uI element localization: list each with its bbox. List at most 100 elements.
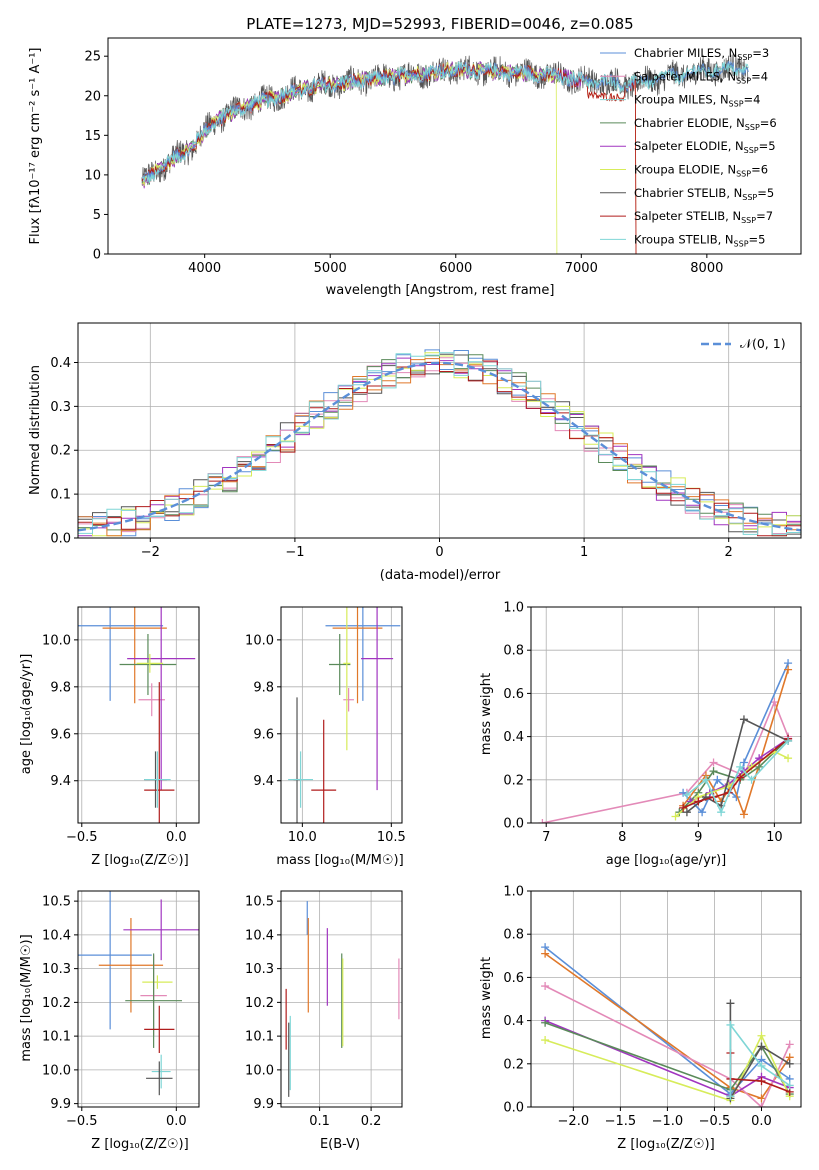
spectrum-title: PLATE=1273, MJD=52993, FIBERID=0046, z=0… (246, 15, 633, 33)
mw-vs-age-ytick-label: 0.6 (503, 687, 524, 702)
mass-vs-Z-frame-group: −0.5 0.0 9.9 10.0 10.1 10.2 10.3 10.4 10.5 (42, 890, 200, 1129)
residuals-frame-group: −2 −1 0 1 2 0.0 0.1 0.2 0.3 0.4 (50, 322, 802, 560)
mw-vs-age-point-yellow (671, 812, 680, 821)
residuals-xtick-label: 1 (580, 545, 588, 560)
mass-vs-Z-ytick-label: 10.1 (42, 1030, 71, 1045)
mw-vs-age-line-green (678, 738, 789, 813)
age-vs-Z-marks (78, 607, 196, 823)
mw-vs-age-marks (538, 659, 793, 823)
spectrum-ytick-label: 0 (93, 248, 101, 263)
mw-vs-Z-ytick-label: 0.6 (503, 971, 524, 986)
legend-tail: =7 (756, 209, 773, 223)
mw-vs-age-point-red (694, 797, 703, 806)
spectrum-legend: Chabrier MILES, NSSP=3 Salpeter MILES, NS… (600, 46, 777, 248)
residuals-legend: 𝒩(0, 1) (701, 336, 786, 351)
mw-vs-age-ytick-label: 0.8 (503, 644, 524, 659)
spectrum-marks (141, 53, 749, 254)
mass-vs-EBV-ytick-label: 10.0 (245, 1063, 274, 1078)
residuals-marks (78, 349, 801, 537)
mw-vs-Z-xtick-label: −1.5 (605, 1114, 637, 1129)
legend-sub: SSP (736, 76, 751, 85)
spectrum-xtick-label: 4000 (188, 261, 221, 276)
mw-vs-Z-point-pink (785, 1040, 794, 1049)
mass-vs-EBV-xtick-label: 0.1 (309, 1114, 330, 1129)
residuals-xlabel: (data-model)/error (380, 568, 501, 583)
legend-sub: SSP (741, 216, 756, 225)
mw-vs-age-point-pink (709, 758, 718, 767)
mass-vs-EBV-marks (285, 901, 400, 1097)
age-vs-mass-axes (281, 607, 402, 823)
mw-vs-age-point-cyan (736, 762, 745, 771)
spectrum-xtick-label: 6000 (439, 261, 472, 276)
mass-vs-EBV-frame-group: 0.1 0.2 9.9 10.0 10.1 10.2 10.3 10.4 10.5 (245, 890, 403, 1129)
mw-vs-age-point-orange (739, 810, 748, 819)
mw-vs-Z-point-gray (785, 1059, 794, 1068)
mw-vs-Z-point-pink (757, 1103, 766, 1107)
mw-vs-Z-line-yellow (544, 1033, 791, 1102)
mw-vs-Z-ytick-label: 0.4 (503, 1014, 524, 1029)
mw-vs-age-point-pink (538, 819, 547, 823)
mw-vs-Z-marks (541, 943, 794, 1107)
legend-sub: SSP (729, 100, 744, 109)
mw-vs-Z-xtick-label: −0.5 (699, 1114, 731, 1129)
mw-vs-age-frame (530, 606, 802, 824)
mw-vs-age-point-green (675, 808, 684, 817)
residuals-ytick-label: 0.0 (50, 532, 71, 547)
mw-vs-Z-point-gray (757, 1042, 766, 1051)
mw-vs-age-xtick-label: 9 (694, 830, 702, 845)
residuals-xtick-label: 2 (725, 545, 733, 560)
mw-vs-age-point-yellow (784, 754, 793, 763)
mw-vs-Z-point-orange (757, 1094, 766, 1103)
mw-vs-age-line-cyan (686, 740, 789, 815)
spectrum-xlabel: wavelength [Angstrom, rest frame] (326, 283, 555, 298)
mass-vs-EBV-xlabel: E(B-V) (320, 1137, 360, 1152)
age-vs-Z-ytick-label: 9.6 (50, 727, 71, 742)
mass-vs-EBV-ytick-label: 10.1 (245, 1030, 274, 1045)
age-vs-mass-ytick-label: 10.0 (245, 633, 274, 648)
mass-vs-EBV-ytick-label: 10.5 (245, 895, 274, 910)
mw-vs-age-point-gray (682, 808, 691, 817)
mw-vs-Z-xtick-label: −1.0 (652, 1114, 684, 1129)
mw-vs-age-point-red (679, 803, 688, 812)
mass-vs-Z-xtick-label: −0.5 (66, 1114, 98, 1129)
age-vs-Z-xlabel: Z [log₁₀(Z/Z☉)] (91, 853, 188, 868)
legend-entry-5: Kroupa ELODIE, NSSP=6 (634, 163, 768, 179)
mw-vs-age-point-blue (698, 808, 707, 817)
legend-tail: =6 (760, 116, 777, 130)
mass-vs-Z-ytick-label: 10.3 (42, 962, 71, 977)
mass-vs-Z-axes (78, 891, 199, 1107)
residuals-ytick-label: 0.2 (50, 444, 71, 459)
mw-vs-Z-point-cyan (726, 1020, 735, 1029)
legend-entry-1: Salpeter MILES, NSSP=4 (634, 69, 768, 85)
mw-vs-Z-point-gray (726, 999, 735, 1008)
spectrum-ylabel: Flux [fλ10⁻¹⁷ erg cm⁻² s⁻¹ A⁻¹] (28, 48, 43, 245)
mass-vs-Z-xlabel: Z [log₁₀(Z/Z☉)] (91, 1137, 188, 1152)
legend-entry-8: Kroupa STELIB, NSSP=5 (634, 232, 765, 248)
mw-vs-age-point-green (709, 767, 718, 776)
residuals-ytick-label: 0.3 (50, 400, 71, 415)
mw-vs-age-point-green (755, 762, 764, 771)
mw-vs-age-xtick-label: 7 (542, 830, 550, 845)
age-vs-mass-xtick-label: 10.0 (288, 830, 317, 845)
legend-label: Kroupa MILES, N (634, 93, 729, 107)
legend-tail: =5 (759, 139, 776, 153)
age-vs-mass-ytick-label: 9.6 (253, 727, 274, 742)
spectrum-ytick-label: 10 (84, 168, 101, 183)
age-vs-mass-xtick-label: 10.5 (377, 830, 406, 845)
mw-vs-Z-xlabel: Z [log₁₀(Z/Z☉)] (617, 1137, 714, 1152)
mw-vs-age-xtick-label: 10 (766, 830, 783, 845)
mw-vs-age-line-red (682, 738, 789, 809)
spectrum-xtick-label: 7000 (565, 261, 598, 276)
mw-vs-age-point-cyan (784, 736, 793, 745)
mass-vs-Z-ytick-label: 10.0 (42, 1063, 71, 1078)
legend-label: Kroupa STELIB, N (634, 232, 734, 246)
legend-sub: SSP (737, 53, 752, 62)
legend-label: Salpeter ELODIE, N (634, 139, 744, 153)
age-vs-Z-ytick-label: 9.8 (50, 680, 71, 695)
legend-tail: =4 (744, 93, 761, 107)
residuals-xtick-label: −2 (141, 545, 160, 560)
mw-vs-Z-point-yellow (757, 1031, 766, 1040)
legend-entry-0: Chabrier MILES, NSSP=3 (634, 46, 769, 62)
mw-vs-Z-ytick-label: 0.0 (503, 1101, 524, 1116)
legend-tail: =5 (749, 232, 766, 246)
